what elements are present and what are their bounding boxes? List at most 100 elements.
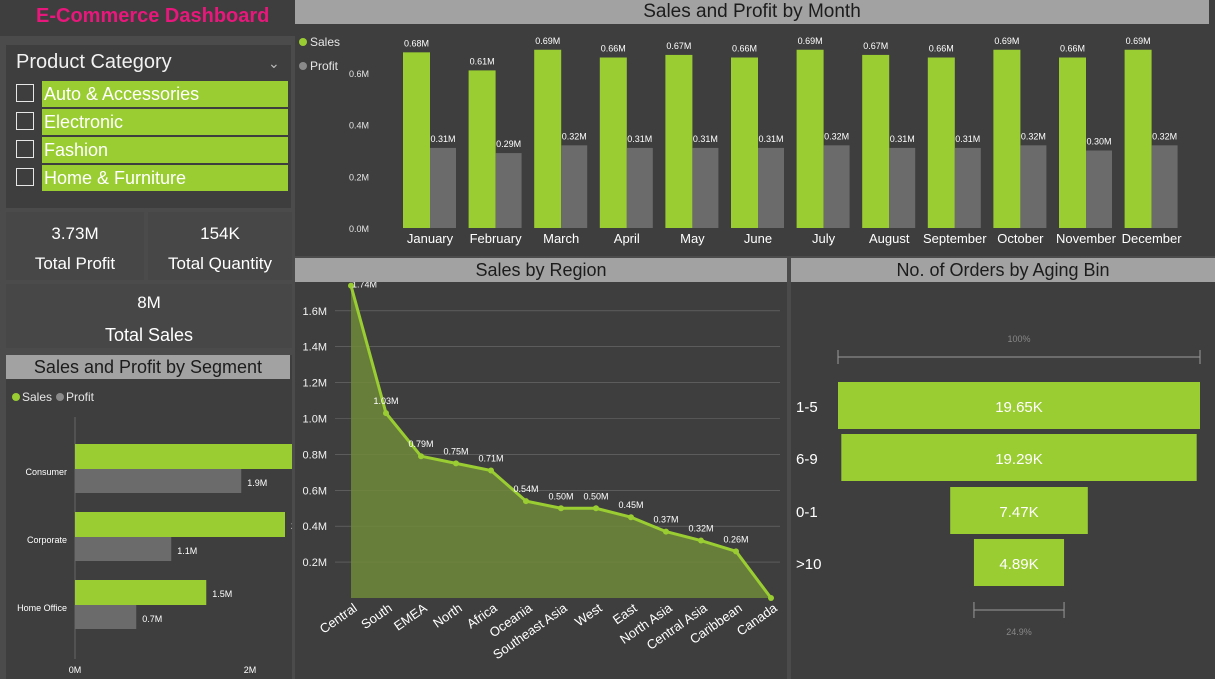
dashboard-title: E-Commerce Dashboard (36, 5, 270, 27)
y-tick-label: 0.4M (303, 521, 327, 533)
data-point (593, 505, 599, 512)
profit-bar (75, 537, 172, 561)
x-tick-label: 0M (69, 665, 82, 675)
legend-profit-label: Profit (310, 59, 339, 73)
legend-profit-label: Profit (66, 390, 95, 404)
funnel-data-label: 7.47K (999, 504, 1038, 521)
data-label: 0.50M (548, 491, 573, 501)
y-tick-label: 0.6M (303, 485, 327, 497)
segment-chart-title: Sales and Profit by Segment (6, 355, 290, 379)
sales-data-label: 0.67M (666, 41, 691, 51)
x-tick-label: August (869, 231, 910, 246)
sales-bar (599, 57, 627, 228)
y-tick-label: 0.4M (349, 121, 369, 131)
y-tick-label: 0.8M (303, 449, 327, 461)
monthly-chart-panel: Sales and Profit by Month Sales Profit 0… (295, 0, 1215, 256)
profit-bar (430, 147, 456, 228)
x-tick-label: North (430, 600, 465, 631)
slicer-item-label[interactable]: Fashion (42, 137, 288, 163)
profit-bar (692, 147, 719, 228)
checkbox[interactable] (16, 84, 34, 102)
legend-sales-marker (12, 393, 20, 401)
profit-data-label: 0.7M (142, 614, 162, 624)
x-tick-label: Canada (734, 600, 781, 639)
profit-data-label: 0.32M (824, 131, 849, 141)
profit-bar (75, 469, 242, 493)
area-fill (351, 285, 771, 598)
funnel-bar (838, 382, 1200, 429)
x-tick-label: February (470, 231, 523, 246)
data-label: 0.32M (688, 524, 713, 534)
x-tick-label: May (680, 231, 705, 246)
x-tick-label: November (1056, 231, 1117, 246)
total-sales-card: 8M Total Sales (6, 284, 292, 348)
funnel-data-label: 19.65K (995, 399, 1043, 416)
x-tick-label: June (744, 231, 772, 246)
legend-sales-label: Sales (310, 35, 340, 49)
legend-sales-label: Sales (22, 390, 52, 404)
profit-data-label: 0.31M (758, 134, 783, 144)
sales-data-label: 0.61M (470, 56, 495, 66)
total-quantity-card: 154K Total Quantity (148, 212, 292, 280)
sales-bar (796, 49, 824, 228)
data-point (698, 537, 704, 544)
slicer-item-label[interactable]: Electronic (42, 109, 288, 135)
checkbox[interactable] (16, 168, 34, 186)
data-point (523, 498, 529, 505)
checkbox[interactable] (16, 140, 34, 158)
data-point (383, 410, 389, 417)
region-chart-title: Sales by Region (295, 258, 787, 282)
profit-bar (758, 147, 784, 228)
funnel-bar (950, 487, 1088, 534)
profit-data-label: 0.30M (1086, 137, 1111, 147)
data-point (488, 467, 494, 474)
sales-bar (468, 70, 496, 228)
profit-data-label: 0.31M (955, 134, 980, 144)
funnel-data-label: 19.29K (995, 451, 1043, 468)
y-tick-label: 0.2M (349, 172, 369, 182)
x-tick-label: Central (317, 600, 360, 636)
sales-data-label: 0.67M (863, 41, 888, 51)
funnel-data-label: 4.89K (999, 556, 1038, 573)
y-tick-label: 1.0M (303, 414, 327, 426)
data-label: 1.74M (352, 282, 377, 290)
category-label: Consumer (25, 467, 67, 477)
data-label: 0.79M (408, 439, 433, 449)
data-point (768, 595, 774, 601)
data-point (628, 514, 634, 521)
funnel-category-label: 0-1 (796, 504, 818, 521)
profit-bar (626, 147, 653, 228)
category-label: Corporate (27, 535, 67, 545)
dashboard-title-panel: E-Commerce Dashboard (0, 0, 295, 36)
x-tick-label: September (923, 231, 987, 246)
profit-data-label: 1.9M (247, 478, 267, 488)
sales-data-label: 0.66M (1060, 44, 1085, 54)
data-label: 0.54M (513, 484, 538, 494)
y-tick-label: 0.6M (349, 69, 369, 79)
x-tick-label: March (543, 231, 579, 246)
sales-data-label: 0.66M (601, 44, 626, 54)
profit-data-label: 0.32M (1021, 131, 1046, 141)
chevron-down-icon[interactable]: ⌄ (268, 55, 280, 71)
total-sales-label: Total Sales (104, 325, 194, 345)
slicer-item-label[interactable]: Home & Furniture (42, 165, 288, 191)
monthly-chart-title: Sales and Profit by Month (295, 0, 1209, 24)
sales-bar (75, 580, 207, 605)
profit-data-label: 0.31M (430, 134, 455, 144)
sales-data-label: 0.66M (929, 44, 954, 54)
data-label: 0.45M (618, 500, 643, 510)
data-label: 0.26M (723, 534, 748, 544)
checkbox[interactable] (16, 112, 34, 130)
slicer-item-label[interactable]: Auto & Accessories (42, 81, 288, 107)
funnel-category-label: >10 (796, 556, 821, 573)
sales-bar (75, 512, 285, 537)
sales-data-label: 0.69M (535, 36, 560, 46)
category-label: Home Office (17, 603, 67, 613)
y-tick-label: 0.2M (303, 557, 327, 569)
profit-bar (495, 153, 522, 228)
y-tick-label: 1.4M (303, 342, 327, 354)
profit-bar (954, 147, 981, 228)
sales-bar (75, 444, 292, 469)
x-tick-label: April (614, 231, 640, 246)
top-percent-label: 100% (1007, 334, 1030, 344)
